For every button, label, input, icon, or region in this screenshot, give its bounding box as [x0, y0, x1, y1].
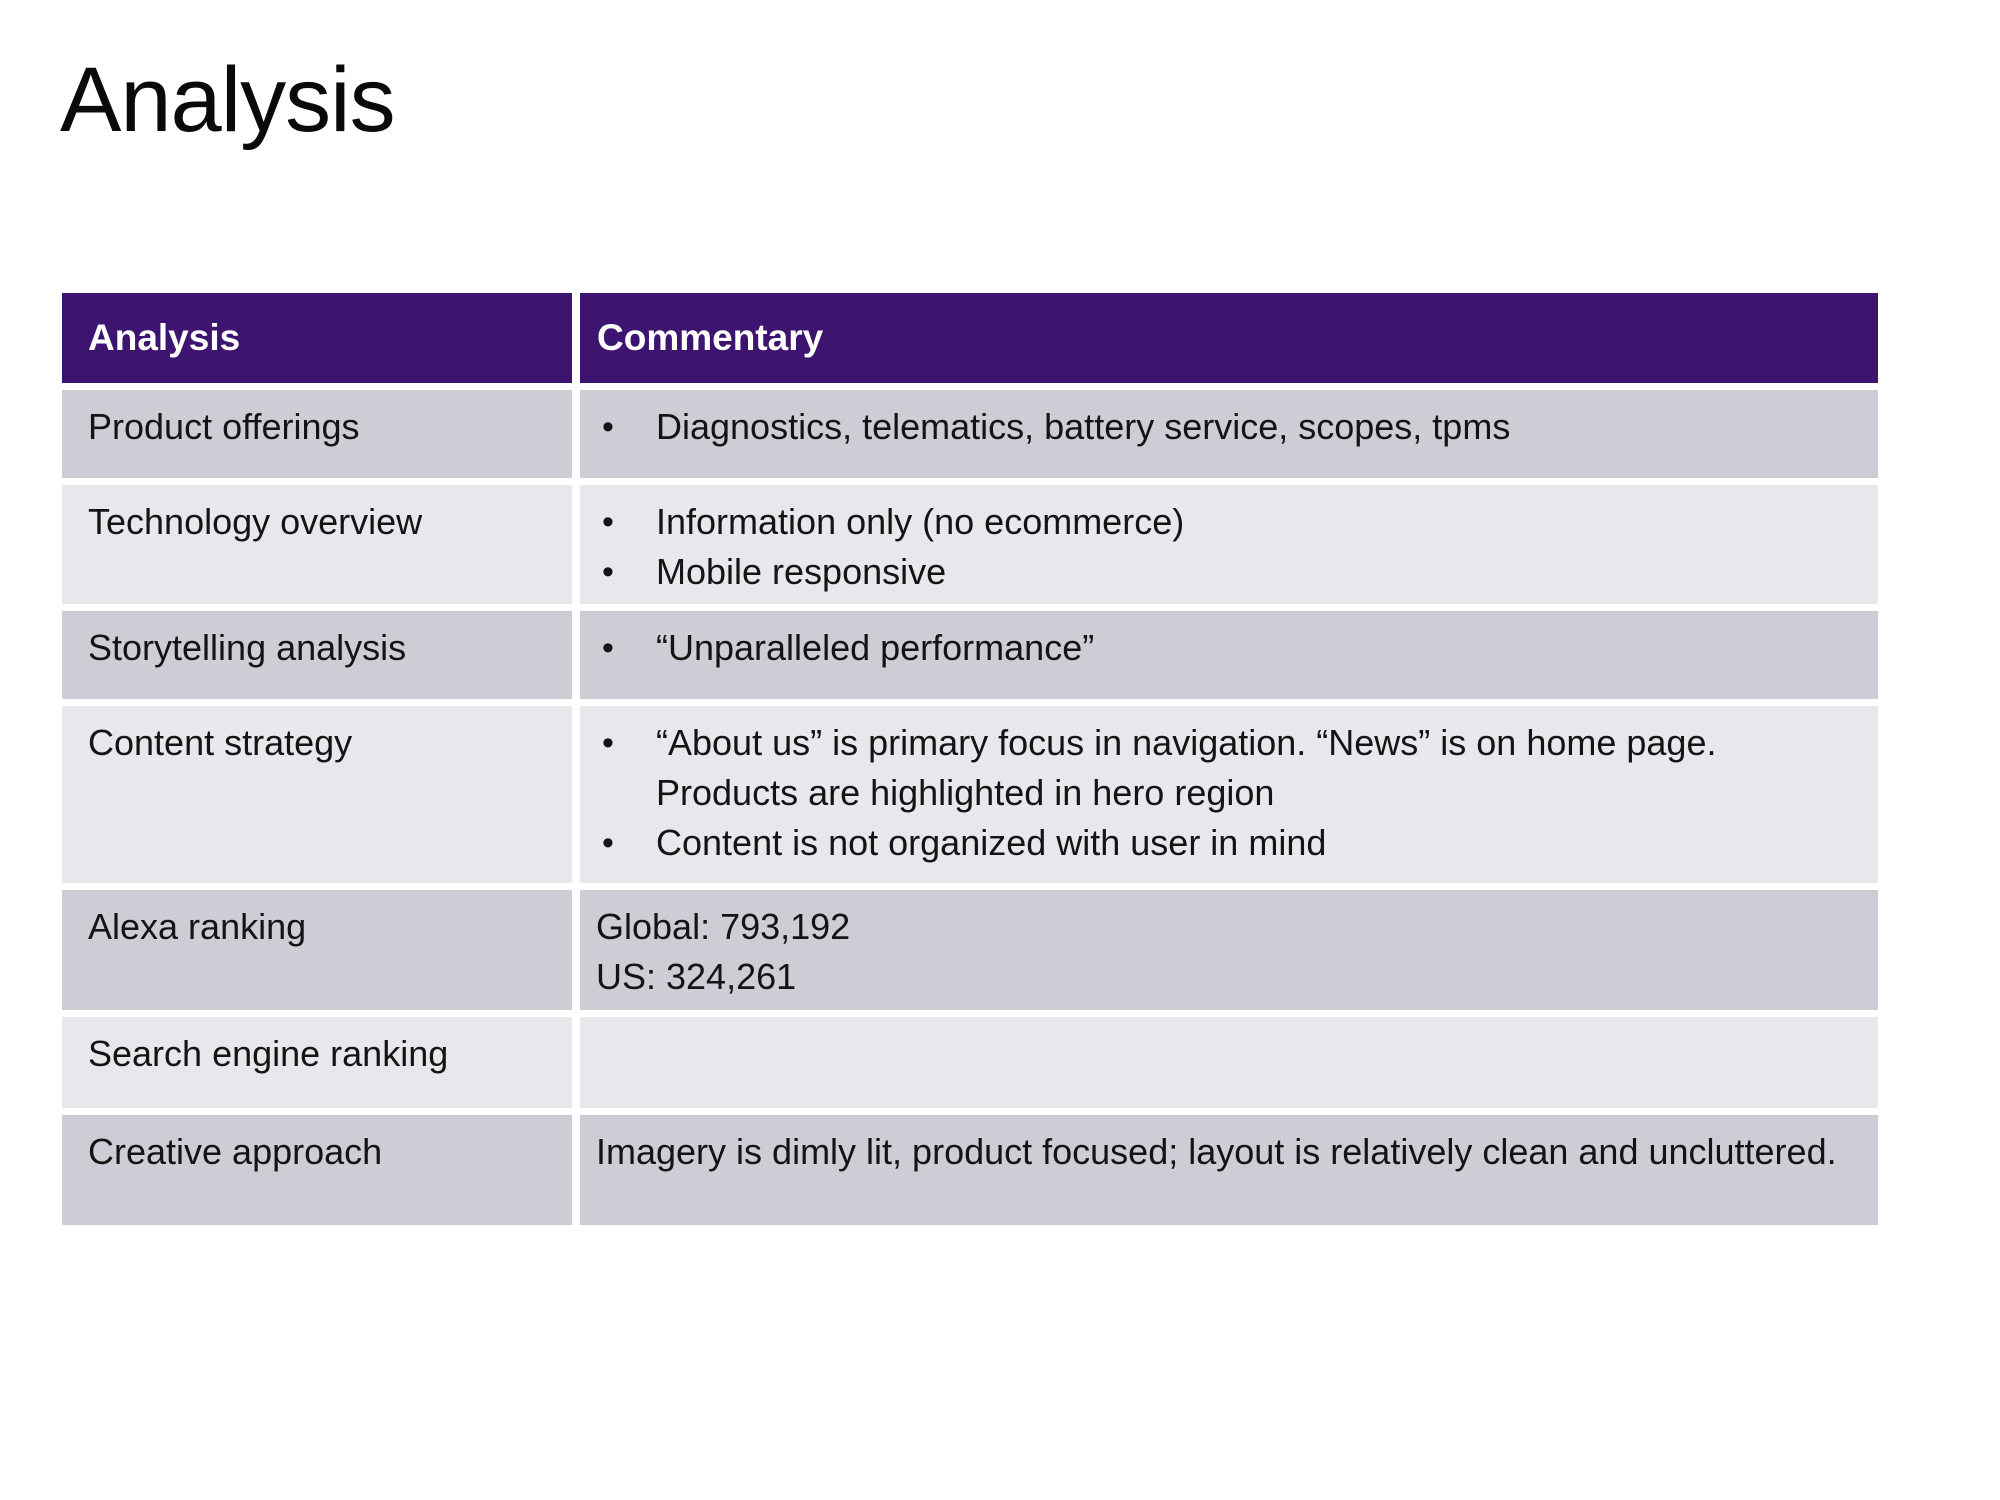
row-commentary-alexa-ranking: Global: 793,192 US: 324,261 — [580, 890, 1878, 1010]
bullet-list: “About us” is primary focus in navigatio… — [580, 718, 1878, 868]
bullet-list: Information only (no ecommerce) Mobile r… — [580, 497, 1878, 597]
row-label-search-engine-ranking: Search engine ranking — [62, 1017, 572, 1108]
row-commentary-creative-approach: Imagery is dimly lit, product focused; l… — [580, 1115, 1878, 1225]
row-commentary-technology-overview: Information only (no ecommerce) Mobile r… — [580, 485, 1878, 604]
bullet-item: Mobile responsive — [580, 547, 1878, 597]
bullet-item: “Unparalleled performance” — [580, 623, 1878, 673]
bullet-item: “About us” is primary focus in navigatio… — [580, 718, 1878, 818]
row-commentary-product-offerings: Diagnostics, telematics, battery service… — [580, 390, 1878, 478]
creative-approach-text: Imagery is dimly lit, product focused; l… — [596, 1131, 1837, 1172]
row-label-creative-approach: Creative approach — [62, 1115, 572, 1225]
analysis-table: Analysis Commentary Product offerings Di… — [62, 293, 1878, 1225]
row-commentary-content-strategy: “About us” is primary focus in navigatio… — [580, 706, 1878, 883]
bullet-item: Diagnostics, telematics, battery service… — [580, 402, 1878, 452]
alexa-us-rank: US: 324,261 — [596, 956, 797, 997]
row-label-content-strategy: Content strategy — [62, 706, 572, 883]
bullet-item: Content is not organized with user in mi… — [580, 818, 1878, 868]
bullet-list: “Unparalleled performance” — [580, 623, 1878, 673]
table-header-commentary: Commentary — [580, 293, 1878, 383]
bullet-list: Diagnostics, telematics, battery service… — [580, 402, 1878, 452]
row-commentary-search-engine-ranking — [580, 1017, 1878, 1108]
row-label-storytelling-analysis: Storytelling analysis — [62, 611, 572, 699]
row-label-technology-overview: Technology overview — [62, 485, 572, 604]
row-label-product-offerings: Product offerings — [62, 390, 572, 478]
slide-title: Analysis — [60, 49, 396, 151]
row-label-alexa-ranking: Alexa ranking — [62, 890, 572, 1010]
row-commentary-storytelling-analysis: “Unparalleled performance” — [580, 611, 1878, 699]
bullet-item: Information only (no ecommerce) — [580, 497, 1878, 547]
table-header-analysis: Analysis — [62, 293, 572, 383]
alexa-global-rank: Global: 793,192 — [596, 906, 851, 947]
